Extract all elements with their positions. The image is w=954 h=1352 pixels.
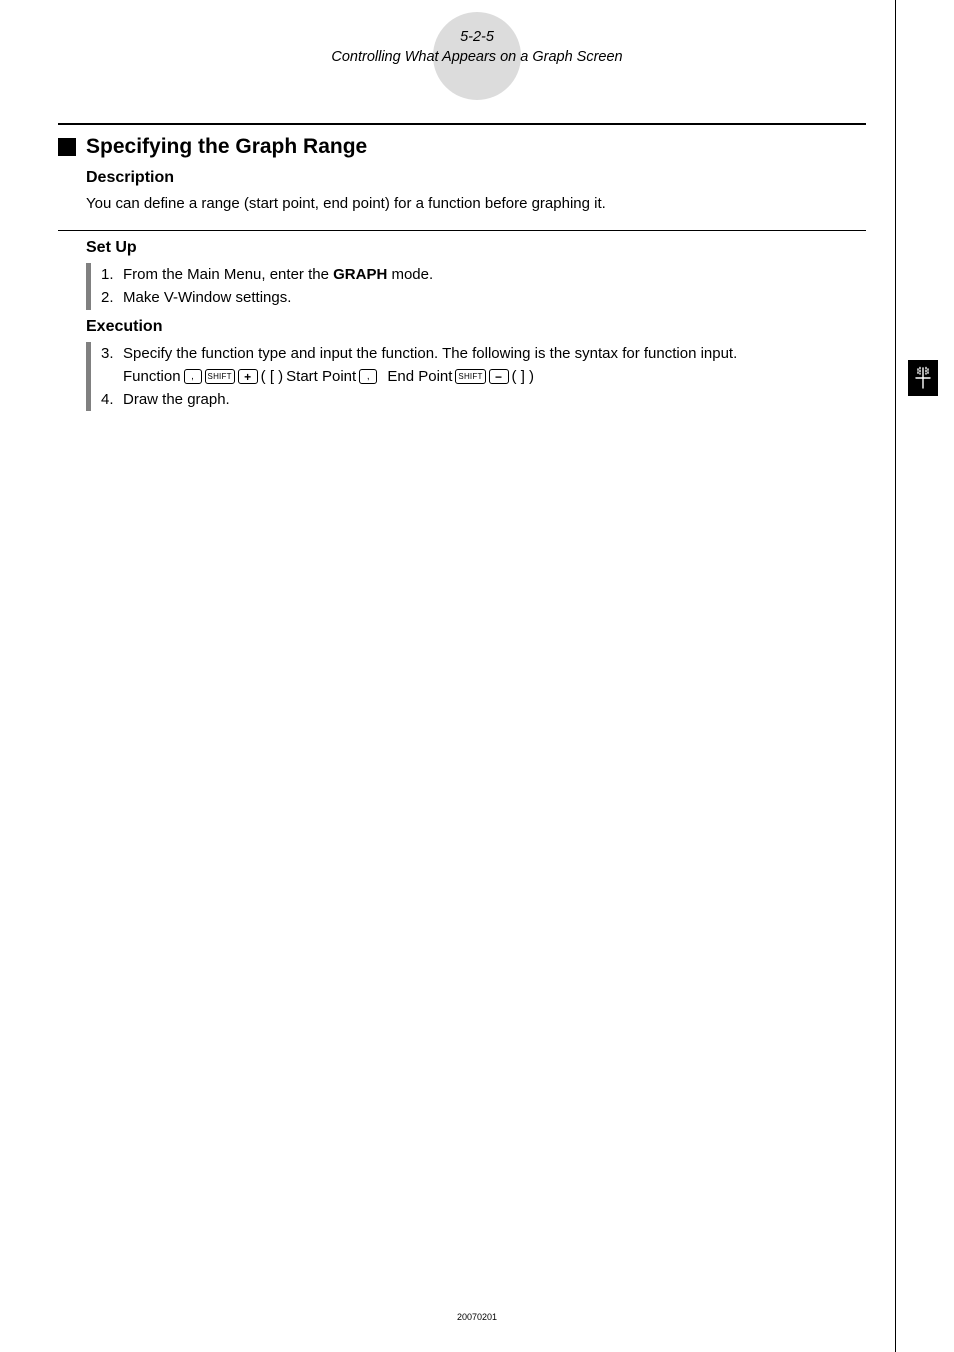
key-comma-icon: ,: [184, 369, 202, 384]
word-end-point: End Point: [387, 365, 452, 388]
step-text: Draw the graph.: [123, 388, 230, 411]
key-minus-icon: −: [489, 369, 509, 384]
page-ref: 5-2-5: [52, 28, 902, 48]
setup-heading: Set Up: [86, 239, 866, 257]
step-text: Specify the function type and input the …: [123, 342, 737, 365]
key-plus-icon: +: [238, 369, 258, 384]
section-heading-row: Specifying the Graph Range: [58, 135, 866, 159]
exec-step-3: 3. Specify the function type and input t…: [86, 342, 866, 389]
exec-step-4: 4. Draw the graph.: [86, 388, 866, 411]
step-number: 2.: [101, 286, 123, 309]
function-syntax-line: Function , SHIFT + ( [ ) Start Point , E…: [123, 365, 737, 388]
setup-step-2: 2. Make V-Window settings.: [86, 286, 866, 309]
key-comma-icon: ,: [359, 369, 377, 384]
description-text: You can define a range (start point, end…: [86, 193, 866, 214]
step-bar-icon: [86, 263, 91, 286]
paren-open-bracket: ( [ ): [261, 365, 284, 388]
content-region: Specifying the Graph Range Description Y…: [58, 123, 866, 411]
key-shift-icon: SHIFT: [455, 369, 485, 384]
step-number: 1.: [101, 263, 123, 286]
rule-mid: [58, 230, 866, 231]
step-text: Make V-Window settings.: [123, 286, 291, 309]
page-subtitle: Controlling What Appears on a Graph Scre…: [52, 48, 902, 68]
step-text: From the Main Menu, enter the GRAPH mode…: [123, 263, 433, 286]
step-bar-icon: [86, 342, 91, 389]
step-bar-icon: [86, 388, 91, 411]
footer-code: 20070201: [0, 1312, 954, 1322]
description-heading: Description: [86, 169, 866, 187]
word-start-point: Start Point: [286, 365, 356, 388]
page-header: 5-2-5 Controlling What Appears on a Grap…: [52, 28, 902, 67]
setup-step-1: 1. From the Main Menu, enter the GRAPH m…: [86, 263, 866, 286]
word-function: Function: [123, 365, 181, 388]
step-number: 3.: [101, 342, 123, 365]
key-shift-icon: SHIFT: [205, 369, 235, 384]
header-text: 5-2-5 Controlling What Appears on a Grap…: [52, 28, 902, 67]
step-bar-icon: [86, 286, 91, 309]
square-bullet-icon: [58, 138, 76, 156]
paren-close-bracket: ( ] ): [512, 365, 535, 388]
execution-heading: Execution: [86, 318, 866, 336]
section-title: Specifying the Graph Range: [86, 135, 367, 159]
rule-top: [58, 123, 866, 125]
step-number: 4.: [101, 388, 123, 411]
margin-tab-icon: [908, 360, 938, 396]
page-container: 5-2-5 Controlling What Appears on a Grap…: [52, 0, 902, 411]
